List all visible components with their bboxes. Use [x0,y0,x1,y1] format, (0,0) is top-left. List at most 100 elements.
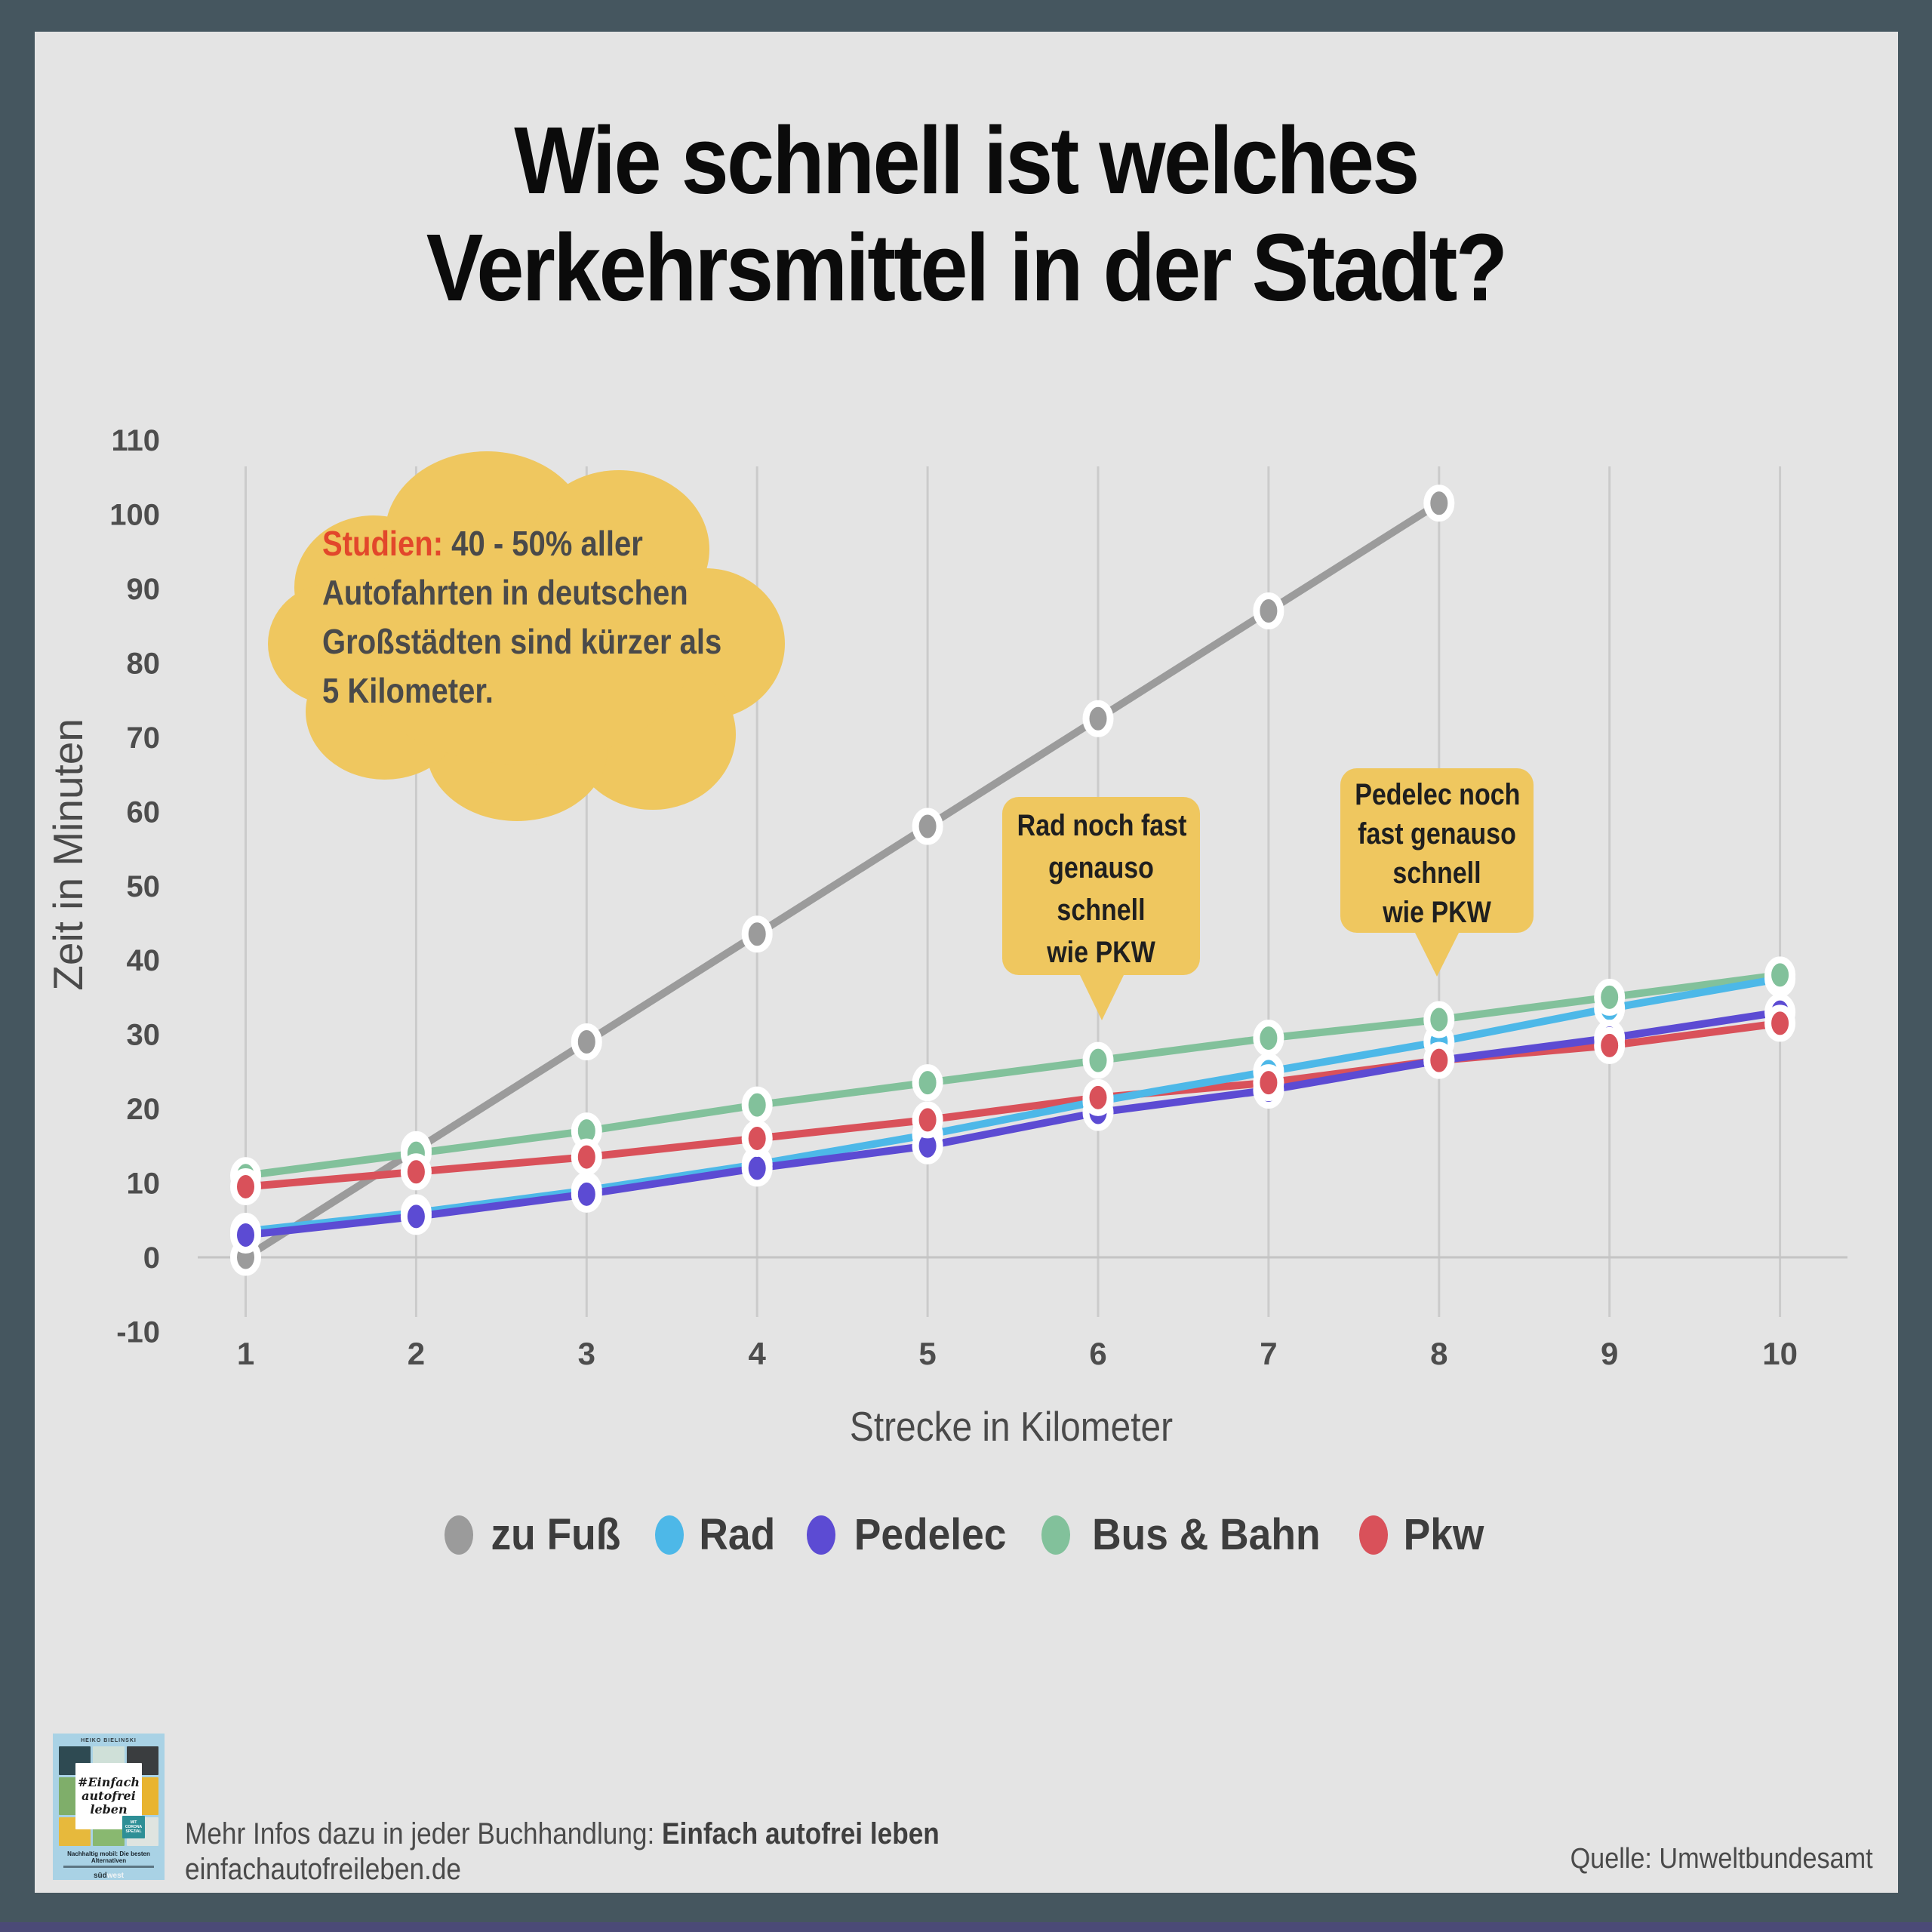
y-tick-label-110: 110 [111,424,160,457]
y-tick-label-60: 60 [127,795,161,829]
marker-pkw-km3 [571,1138,602,1176]
legend-item-rad: Rad [654,1509,779,1560]
marker-zu-fu--km5 [912,808,943,845]
book-photo-grid: #Einfach autofrei leben MIT CORONA SPEZI… [59,1746,158,1846]
x-tick-label-8: 8 [1430,1336,1447,1371]
x-axis-title: Strecke in Kilometer [849,1403,1174,1450]
cloud-shape [268,451,785,821]
bubble-tail [1414,931,1460,977]
series-line-pedelec [242,1008,1784,1239]
bubble-rad-line3: schnell [1057,894,1146,927]
legend-item-bus-bahn: Bus & Bahn [1041,1509,1331,1560]
y-tick-label-50: 50 [127,870,161,903]
y-axis-title: Zeit in Minuten [45,718,91,991]
marker-bus-bahn-km4 [741,1086,773,1124]
marker-pkw-km8 [1423,1041,1455,1079]
cloud-line-4: 5 Kilometer. [322,671,494,710]
chart-legend: zu Fuß Rad Pedelec Bus & Bahn Pkw [0,1509,1932,1560]
marker-pkw-km1 [230,1168,261,1205]
chart-panel [35,32,1898,1893]
bubble-rad-line4: wie PKW [1047,936,1155,969]
legend-item-zu-fuss: zu Fuß [444,1509,626,1560]
legend-dot-zu-fuss [444,1515,473,1555]
legend-dot-pedelec [807,1515,836,1555]
book-badge: MIT CORONA SPEZIAL [122,1816,145,1838]
y-tick-label-0: 0 [143,1241,160,1275]
legend-label-pedelec: Pedelec [854,1510,1007,1559]
bubble-pedelec-line1: Pedelec noch [1355,778,1521,811]
x-tick-label-3: 3 [578,1336,595,1371]
marker-pkw-km9 [1594,1026,1626,1064]
bubble-tail [1079,974,1124,1020]
annotation-bubble-pedelec: Pedelec noch fast genauso schnell wie PK… [1340,768,1534,977]
cloud-line-2: Autofahrten in deutschen [322,573,688,612]
marker-pkw-km7 [1253,1064,1284,1102]
bubble-pedelec-line2: fast genauso [1358,817,1516,851]
marker-bus-bahn-km8 [1423,1001,1455,1038]
book-cover: HEIKO BIELINSKI #Einfach autofrei leben … [53,1734,165,1880]
marker-pkw-km6 [1082,1078,1114,1116]
marker-pkw-km2 [400,1153,432,1191]
marker-pedelec-km2 [400,1198,432,1235]
bubble-rad-line2: genauso [1048,851,1154,884]
legend-dot-bus-bahn [1041,1515,1071,1555]
cloud-callout: Studien: 40 - 50% aller Autofahrten in d… [260,444,789,825]
x-tick-label-2: 2 [408,1336,425,1371]
cloud-line-1: Studien: 40 - 50% aller [322,524,643,563]
footer-info: Mehr Infos dazu in jeder Buchhandlung: E… [185,1817,940,1850]
x-tick-label-4: 4 [749,1336,767,1371]
marker-bus-bahn-km9 [1594,978,1626,1016]
page-title-line2: Verkehrsmittel in der Stadt? [426,214,1508,321]
y-tick-label-10: 10 [127,1168,161,1201]
series-line-zu-fu- [242,499,1443,1261]
legend-label-rad: Rad [699,1510,775,1559]
marker-pkw-km4 [741,1119,773,1157]
bubble-rad-line1: Rad noch fast [1017,809,1187,842]
legend-label-zu-fuss: zu Fuß [491,1510,621,1559]
legend-dot-rad [654,1515,684,1555]
marker-zu-fu--km6 [1082,700,1114,737]
marker-bus-bahn-km5 [912,1064,943,1102]
y-tick-label-90: 90 [127,573,161,606]
y-tick-label-40: 40 [127,944,161,977]
legend-item-pkw: Pkw [1359,1509,1487,1560]
marker-bus-bahn-km10 [1764,956,1796,994]
legend-label-bus-bahn: Bus & Bahn [1092,1510,1321,1559]
marker-pkw-km5 [912,1101,943,1139]
y-tick-label-80: 80 [127,647,161,680]
x-tick-label-9: 9 [1601,1336,1618,1371]
x-tick-label-1: 1 [237,1336,254,1371]
series-line-bus-bahn [242,971,1784,1180]
y-tick-label-70: 70 [127,721,161,755]
legend-label-pkw: Pkw [1403,1510,1484,1559]
source-credit: Quelle: Umweltbundesamt [1570,1843,1873,1875]
y-tick-label-20: 20 [127,1093,161,1126]
bottom-accent-strip [0,1922,1932,1932]
marker-zu-fu--km4 [741,915,773,953]
annotation-bubble-rad: Rad noch fast genauso schnell wie PKW [1002,797,1200,1020]
y-tick-label--10: -10 [116,1315,160,1349]
footer-book-title: Einfach autofrei leben [662,1817,940,1850]
book-subline [63,1866,154,1868]
x-tick-label-6: 6 [1089,1336,1106,1371]
cloud-line-3: Großstädten sind kürzer als [322,622,722,661]
book-subtitle: Nachhaltig mobil: Die besten Alternative… [67,1850,150,1864]
x-tick-label-7: 7 [1260,1336,1277,1371]
marker-pedelec-km4 [741,1149,773,1187]
y-tick-label-100: 100 [109,499,160,532]
page-title: Wie schnell ist welches Verkehrsmittel i… [97,107,1835,320]
marker-zu-fu--km8 [1423,485,1455,522]
book-title-circle: #Einfach autofrei leben MIT CORONA SPEZI… [75,1763,145,1838]
marker-zu-fu--km3 [571,1023,602,1060]
marker-bus-bahn-km6 [1082,1041,1114,1079]
y-tick-label-30: 30 [127,1019,161,1052]
marker-bus-bahn-km7 [1253,1020,1284,1057]
legend-item-pedelec: Pedelec [807,1509,1013,1560]
bubble-pedelec-line4: wie PKW [1383,896,1491,929]
legend-dot-pkw [1359,1515,1389,1555]
marker-zu-fu--km7 [1253,592,1284,629]
marker-pedelec-km1 [230,1216,261,1254]
bubble-pedelec-line3: schnell [1392,857,1481,890]
